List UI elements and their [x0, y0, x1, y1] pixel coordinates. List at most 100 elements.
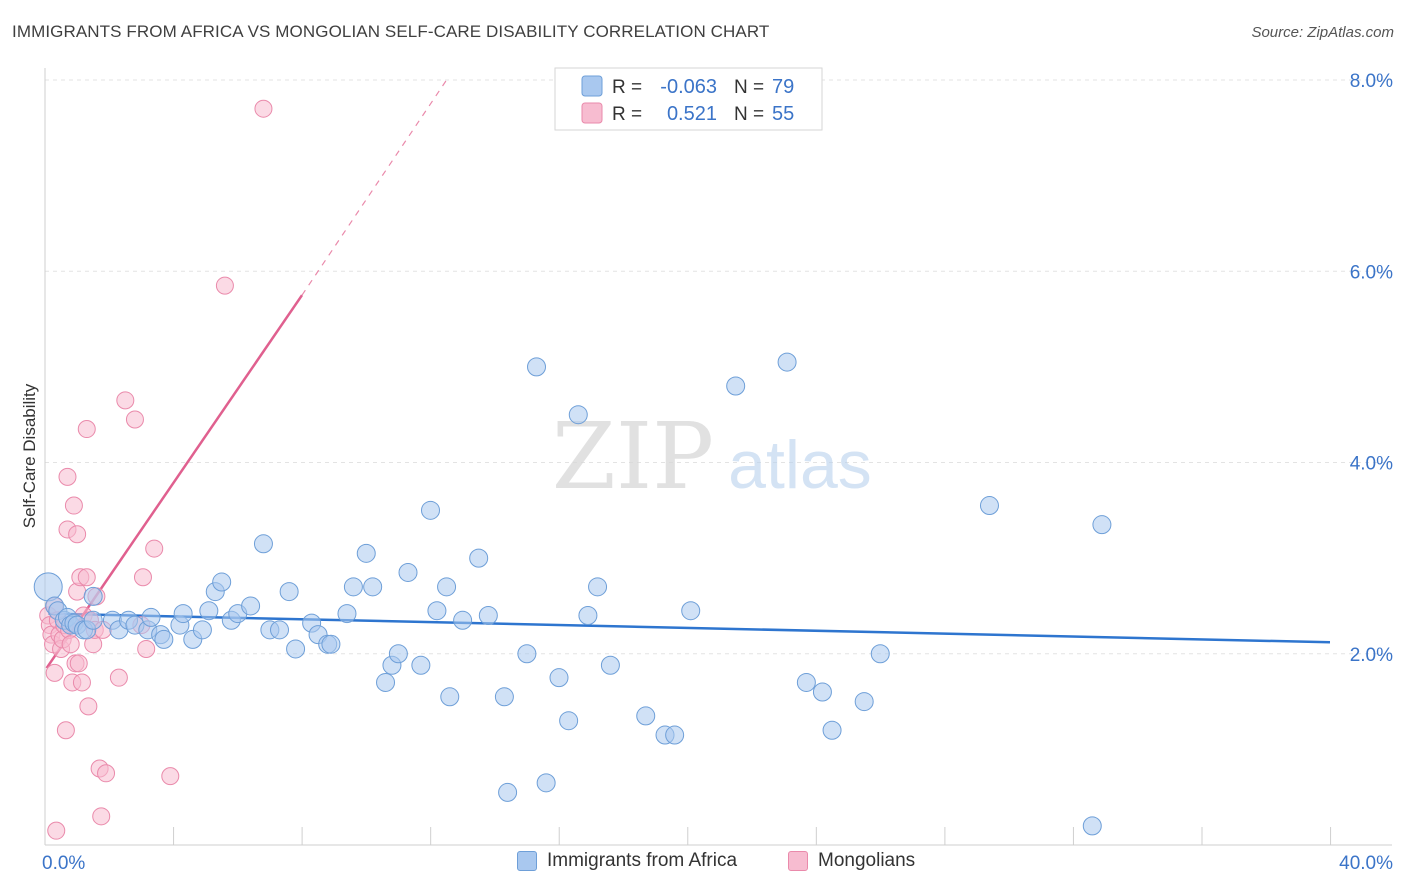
legend-r-value-mongolians: 0.521 — [667, 103, 717, 125]
legend-n-label-mongolians: N = — [734, 104, 764, 125]
africa-point — [600, 655, 620, 675]
y-axis-label: Self-Care Disability — [20, 383, 39, 528]
africa-point — [411, 655, 431, 675]
africa-point — [578, 606, 598, 625]
mongolians-point — [97, 764, 116, 783]
africa-point — [83, 610, 103, 630]
stats-legend: R = -0.063 N = 79 R = 0.521 N = 55 — [554, 67, 823, 131]
africa-point — [440, 687, 460, 707]
africa-point — [1092, 515, 1112, 535]
africa-point — [321, 634, 341, 654]
africa-point — [777, 352, 797, 372]
africa-point — [681, 601, 701, 621]
africa-point — [1082, 816, 1102, 836]
trend-lines — [45, 79, 1331, 669]
bottom-legend: Immigrants from Africa Mongolians — [0, 850, 1406, 880]
legend-item-mongolians[interactable]: Mongolians — [788, 850, 915, 872]
africa-point — [376, 672, 396, 692]
africa-point — [421, 500, 440, 520]
africa-point — [822, 720, 842, 740]
legend-label-mongolians: Mongolians — [818, 850, 916, 871]
chart-title: IMMIGRANTS FROM AFRICA VS MONGOLIAN SELF… — [12, 22, 770, 41]
africa-point — [398, 562, 418, 582]
y-tick-label-0: 2.0% — [1350, 645, 1393, 666]
y-tick-label-2: 6.0% — [1350, 262, 1393, 283]
mongolians-point — [69, 654, 88, 673]
mongolians-point — [77, 420, 96, 439]
legend-n-label-africa: N = — [734, 77, 764, 98]
grid-lines — [45, 79, 1392, 655]
legend-n-value-africa: 79 — [772, 76, 794, 98]
legend-r-label-africa: R = — [612, 77, 642, 98]
africa-point — [343, 577, 363, 597]
mongolians-point — [61, 635, 80, 654]
africa-point — [363, 577, 383, 597]
watermark-atlas: atlas — [728, 427, 872, 503]
legend-n-value-mongolians: 55 — [772, 103, 794, 125]
africa-point — [469, 548, 489, 568]
africa-point — [279, 582, 299, 602]
africa-point — [427, 601, 447, 621]
legend-r-value-africa: -0.063 — [660, 76, 717, 98]
africa-point — [636, 706, 656, 726]
mongolians-point — [145, 539, 164, 558]
mongolians-point — [56, 721, 75, 740]
africa-point — [549, 668, 569, 688]
mongolians-point — [254, 99, 273, 118]
mongolians-point — [109, 668, 128, 687]
africa-point — [588, 577, 608, 597]
legend-label-africa: Immigrants from Africa — [547, 850, 738, 871]
africa-point — [337, 604, 357, 624]
africa-point — [437, 577, 457, 597]
mongolians-point — [133, 568, 152, 587]
africa-point — [559, 711, 579, 731]
mongolians-point — [137, 639, 156, 658]
africa-point — [498, 782, 518, 802]
mongolians-trend-extension — [301, 79, 448, 296]
africa-point — [568, 405, 588, 425]
mongolians-point — [79, 697, 98, 716]
legend-item-africa[interactable]: Immigrants from Africa — [517, 850, 737, 872]
mongolians-point — [72, 673, 91, 692]
africa-point — [253, 534, 273, 554]
africa-point — [527, 357, 547, 377]
mongolians-point — [125, 410, 144, 429]
africa-point — [212, 572, 232, 592]
mongolians-point — [58, 467, 77, 486]
tick-labels: 2.0% 4.0% 6.0% 8.0% 0.0% 40.0% — [42, 71, 1393, 874]
africa-point — [192, 620, 212, 640]
africa-point — [141, 607, 161, 627]
africa-point — [241, 596, 261, 616]
x-tick-label-right: 40.0% — [1339, 853, 1393, 874]
mongolians-point — [92, 807, 111, 826]
africa-trend-line — [48, 612, 1331, 644]
africa-point — [812, 682, 832, 702]
africa-point — [665, 725, 685, 745]
africa-point — [356, 543, 376, 563]
mongolians-point — [215, 276, 234, 295]
mongolians-point — [161, 767, 180, 786]
africa-point — [536, 773, 556, 793]
mongolians-point — [64, 496, 83, 515]
africa-point — [199, 601, 219, 621]
africa-point — [796, 672, 816, 692]
africa-point — [388, 644, 408, 664]
legend-swatch-africa — [581, 75, 603, 97]
africa-point — [517, 644, 537, 664]
africa-point — [726, 376, 746, 396]
legend-swatch-mongolians-bottom — [788, 851, 808, 871]
source-label: Source: ZipAtlas.com — [1251, 24, 1394, 41]
x-tick-label-left: 0.0% — [42, 853, 85, 874]
africa-point — [870, 644, 890, 664]
africa-point — [83, 586, 103, 606]
africa-point — [494, 687, 514, 707]
mongolians-point — [68, 525, 87, 544]
africa-point — [286, 639, 306, 659]
axes — [44, 68, 1392, 846]
africa-point — [478, 606, 498, 625]
africa-point — [173, 604, 193, 624]
mongolians-points — [39, 99, 273, 840]
mongolians-point — [47, 821, 66, 840]
mongolians-point — [77, 568, 96, 587]
